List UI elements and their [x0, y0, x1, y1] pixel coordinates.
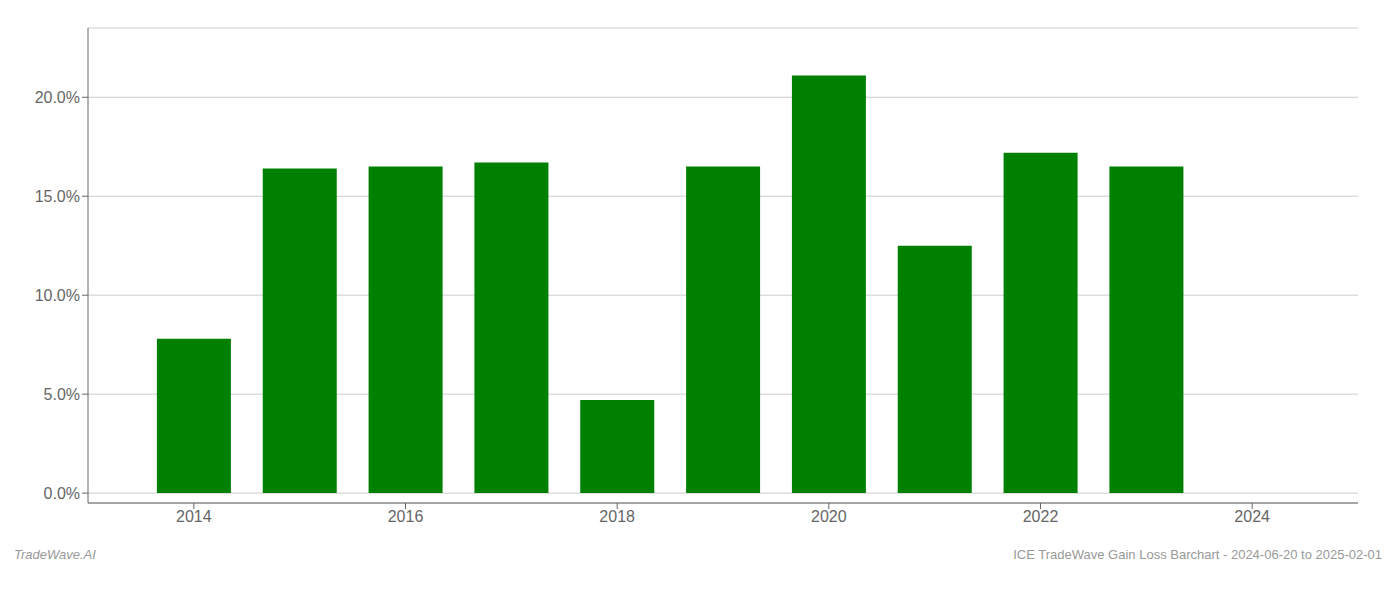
- svg-text:2016: 2016: [388, 508, 424, 525]
- svg-text:2018: 2018: [599, 508, 635, 525]
- svg-text:2022: 2022: [1023, 508, 1059, 525]
- svg-text:20.0%: 20.0%: [35, 89, 80, 106]
- svg-text:2024: 2024: [1234, 508, 1270, 525]
- svg-text:10.0%: 10.0%: [35, 287, 80, 304]
- svg-text:0.0%: 0.0%: [44, 485, 80, 502]
- svg-text:15.0%: 15.0%: [35, 188, 80, 205]
- svg-text:5.0%: 5.0%: [44, 386, 80, 403]
- html-text:ICE TradeWave Gain Loss Barcha: ICE TradeWave Gain Loss Barchart - 2024-…: [1013, 547, 1382, 562]
- svg-text:2020: 2020: [811, 508, 847, 525]
- svg-text:2014: 2014: [176, 508, 212, 525]
- html-text:TradeWave.AI: TradeWave.AI: [14, 547, 96, 562]
